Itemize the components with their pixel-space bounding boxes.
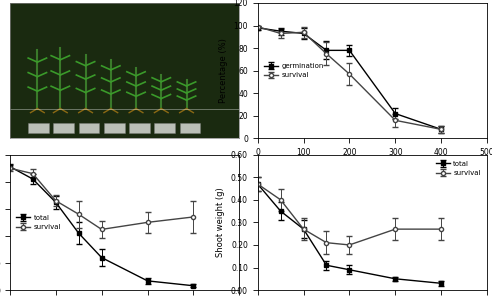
Legend: total, survival: total, survival [13,212,64,233]
Bar [104,123,124,133]
Legend: germination, survival: germination, survival [261,60,326,81]
Y-axis label: Shoot weight (g): Shoot weight (g) [216,187,225,257]
Legend: total, survival: total, survival [433,158,484,179]
Bar [54,123,74,133]
Bar [154,123,175,133]
Bar [79,123,99,133]
X-axis label: Dose (Gy): Dose (Gy) [351,163,393,172]
Bar [180,123,200,133]
Bar [28,123,49,133]
Bar [129,123,150,133]
Y-axis label: Percentage (%): Percentage (%) [219,38,228,103]
